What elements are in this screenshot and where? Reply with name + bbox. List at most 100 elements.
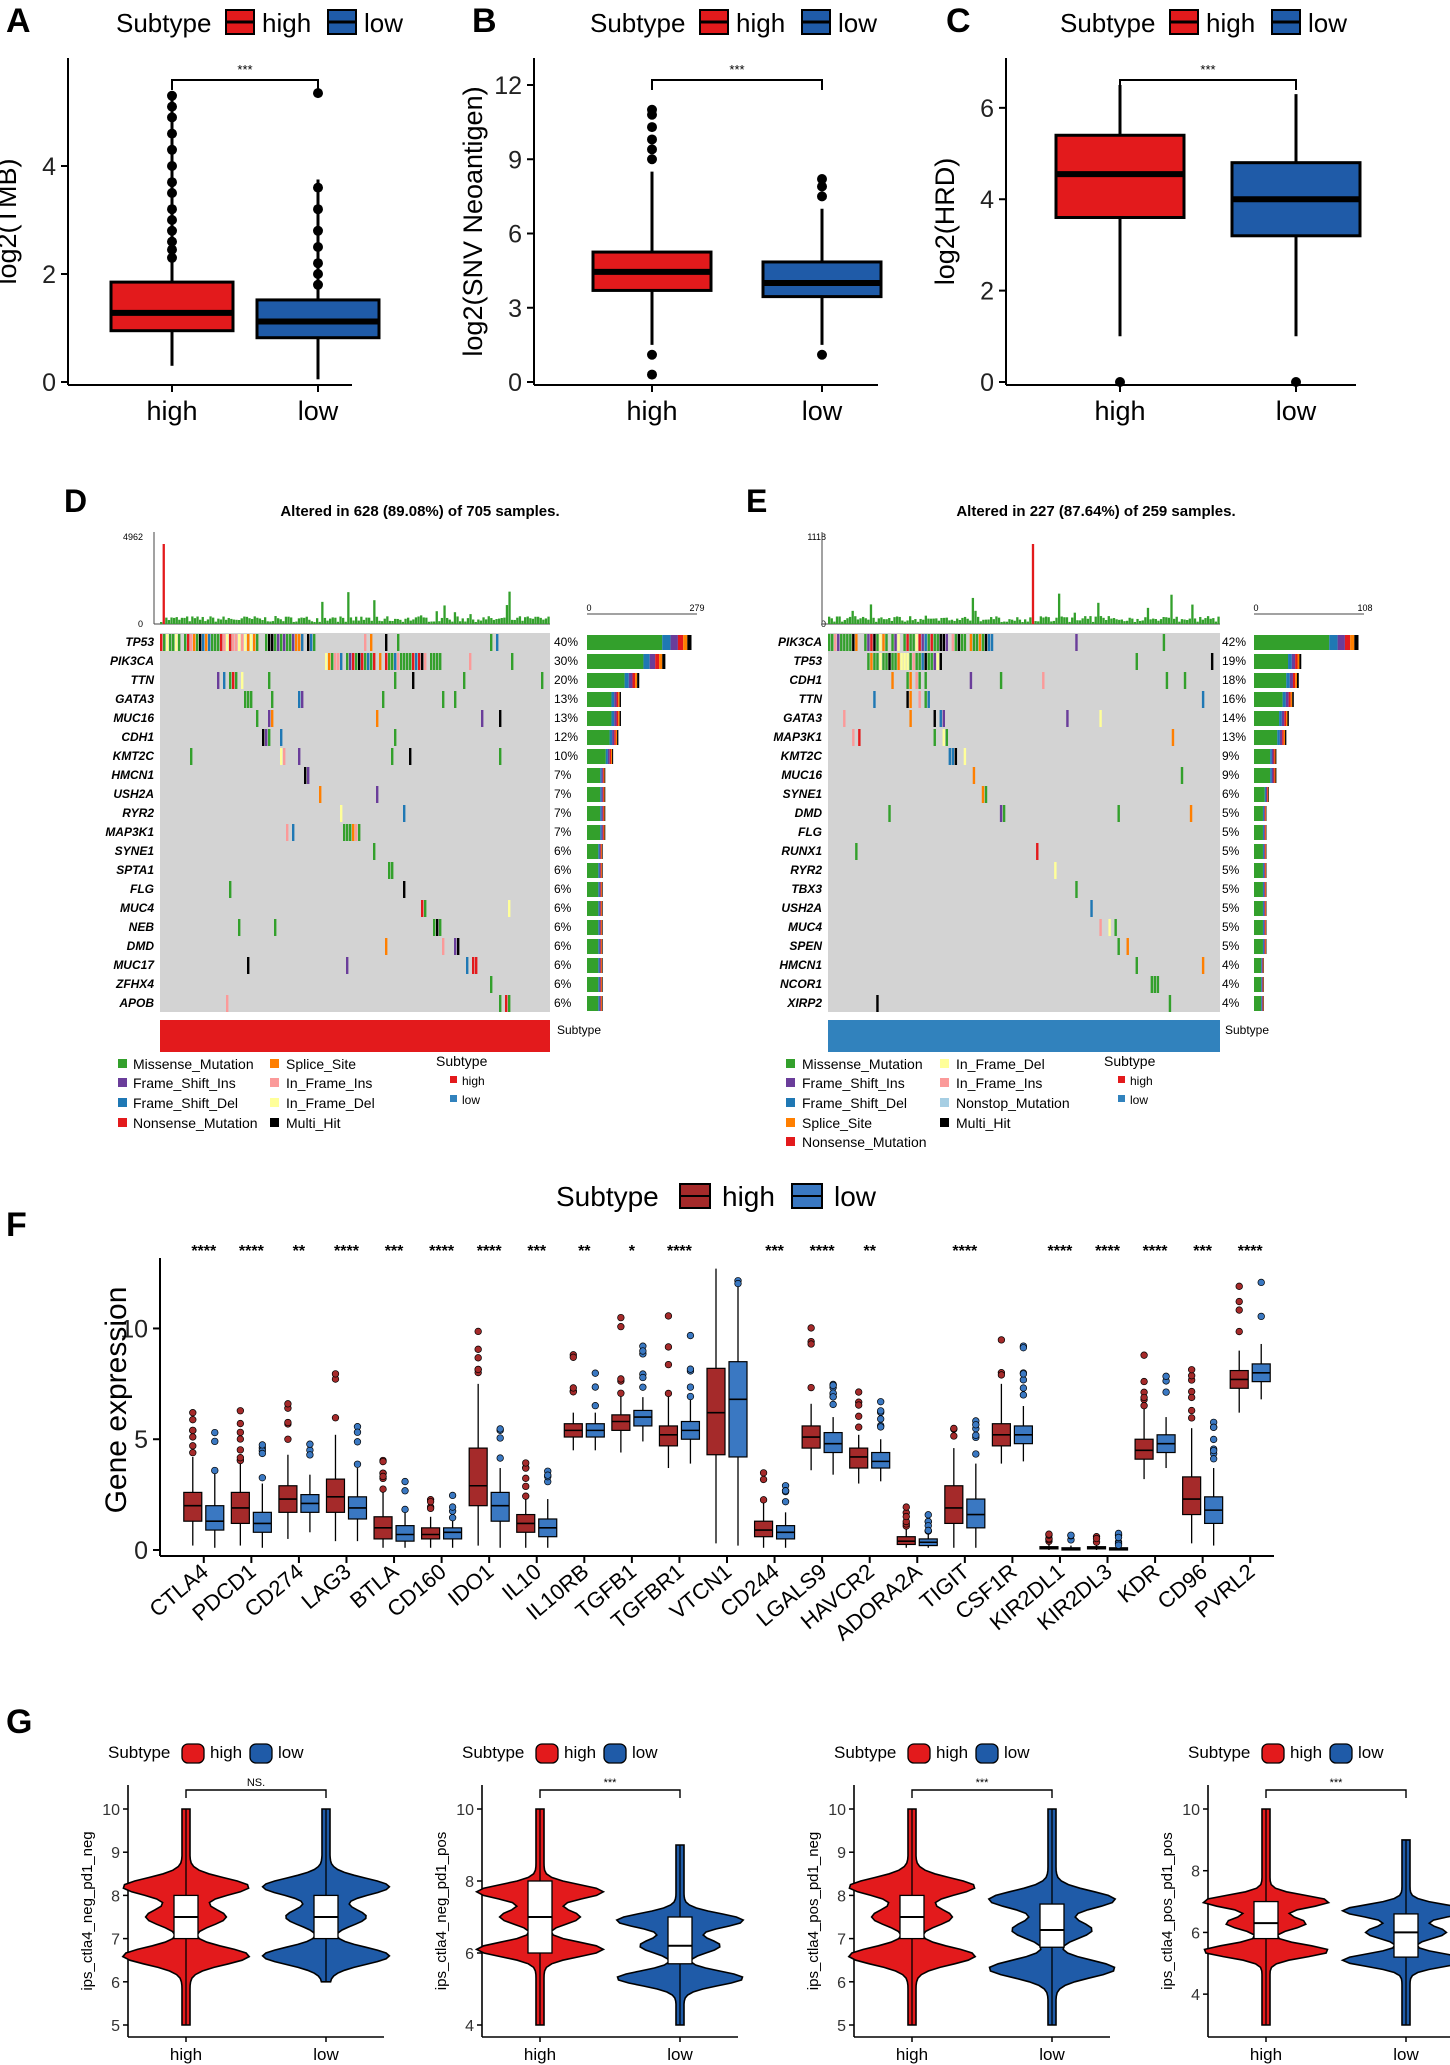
side-bar-segment — [1254, 977, 1262, 992]
mutation-cell — [241, 672, 244, 689]
mutation-cell — [223, 634, 226, 651]
side-bar-segment — [1261, 996, 1263, 1011]
tmb-bar — [388, 620, 392, 624]
box-high — [1134, 1438, 1154, 1460]
tmb-bar — [485, 619, 488, 624]
tmb-bar — [266, 621, 269, 624]
outlier-point — [647, 369, 657, 380]
mutation-cell — [891, 634, 894, 651]
tmb-bar — [412, 619, 415, 624]
tmb-bar — [851, 610, 854, 624]
tmb-bar — [927, 618, 930, 624]
tmb-bar — [937, 620, 941, 624]
outlier-point — [664, 1389, 673, 1398]
box-high — [109, 280, 235, 333]
side-bar-segment — [1263, 901, 1265, 916]
mutation-cell — [169, 634, 172, 651]
mutation-cell — [930, 653, 933, 670]
outlier-point — [189, 1409, 197, 1417]
side-bar-segment — [1288, 654, 1292, 669]
outlier-point — [647, 122, 657, 133]
mutation-cell — [921, 634, 924, 651]
side-bar-segment — [602, 977, 603, 992]
outlier-point — [877, 1398, 885, 1406]
mutation-cell — [508, 900, 511, 917]
mutation-cell — [271, 710, 274, 727]
mutation-cell — [358, 824, 361, 841]
tmb-bar — [1172, 618, 1176, 624]
tmb-bar — [979, 621, 982, 624]
tmb-bar — [1141, 620, 1144, 624]
tmb-bar — [368, 617, 371, 624]
tmb-bar — [888, 618, 891, 624]
significance-label: *** — [729, 62, 744, 77]
tmb-bar — [1073, 612, 1076, 624]
tmb-bar — [225, 619, 228, 624]
outlier-point — [734, 1279, 742, 1288]
tmb-bar — [201, 616, 204, 624]
tmb-bar — [924, 615, 928, 624]
gene-label: RYR2 — [122, 806, 154, 820]
mutation-cell — [873, 653, 876, 670]
significance-bracket — [651, 79, 823, 90]
outlier-point — [686, 1331, 695, 1340]
side-bar-segment — [628, 673, 633, 688]
tmb-bar — [479, 620, 483, 624]
tmb-bar — [399, 619, 402, 624]
tmb-bar — [995, 616, 998, 624]
swatch-multi-hit — [270, 1118, 279, 1127]
tmb-bar — [1005, 621, 1009, 624]
tmb-bar — [370, 620, 373, 624]
side-bar-segment — [677, 635, 684, 650]
mutation-cell — [214, 634, 217, 651]
tmb-bar — [487, 616, 490, 624]
y-tick-label: 4 — [1191, 1987, 1200, 2004]
mutation-cell — [385, 634, 388, 651]
side-bar-segment — [1273, 749, 1275, 764]
mutation-cell — [990, 634, 994, 651]
tmb-bar — [438, 621, 441, 624]
side-bar-segment — [1337, 635, 1345, 650]
gene-percent: 5% — [1222, 806, 1240, 820]
mutation-cell — [184, 634, 187, 651]
mutation-cell — [175, 634, 178, 651]
side-bar-segment — [1261, 958, 1263, 973]
tmb-bar — [295, 621, 298, 624]
tmb-bar — [1076, 620, 1079, 624]
side-bar-segment — [1254, 711, 1280, 726]
swatch-nonstop — [940, 1098, 949, 1107]
tmb-bar — [446, 617, 449, 624]
tmb-bar — [162, 544, 165, 624]
mutation-cell — [343, 824, 346, 841]
mutation-cell — [933, 729, 936, 746]
mutation-legend-d: Missense_Mutation Frame_Shift_Ins Frame_… — [118, 1053, 488, 1131]
mutation-cell — [499, 710, 502, 727]
mutation-cell — [963, 634, 967, 651]
outlier-point — [647, 144, 657, 155]
gene-label: TP53 — [793, 654, 822, 668]
tmb-bar — [1063, 617, 1066, 624]
tmb-bar — [882, 619, 886, 624]
mutation-cell — [1099, 919, 1102, 936]
tmb-bar — [828, 616, 831, 624]
side-bar-segment — [635, 673, 638, 688]
side-bar-segment — [1292, 673, 1296, 688]
mutation-cell — [939, 653, 942, 670]
side-axis-min-e: 0 — [1253, 603, 1258, 613]
outlier-point — [167, 244, 177, 255]
tmb-bar — [373, 600, 376, 624]
significance-label: *** — [1330, 1777, 1344, 1789]
mutation-cell — [280, 729, 283, 746]
gene-label: HMCN1 — [779, 958, 822, 972]
outlier-point — [759, 1496, 768, 1504]
x-tick-label: high — [170, 2045, 202, 2064]
mutation-cell — [229, 672, 232, 689]
mutation-cell — [217, 634, 220, 651]
tmb-bar — [375, 616, 379, 624]
mutation-cell — [295, 634, 298, 651]
mutation-cell — [963, 748, 967, 765]
mutation-cell — [843, 634, 846, 651]
side-bar-segment — [616, 692, 619, 707]
tmb-bar — [287, 616, 290, 624]
outlier-point — [474, 1345, 482, 1353]
